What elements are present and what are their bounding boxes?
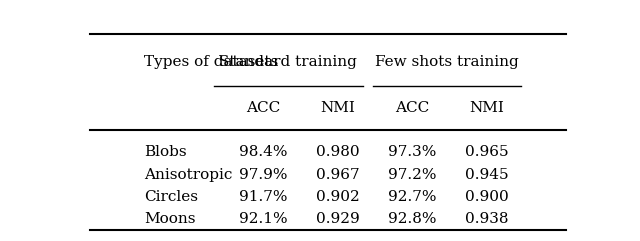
Text: 98.4%: 98.4% — [239, 145, 288, 159]
Text: 0.965: 0.965 — [465, 145, 509, 159]
Text: 0.945: 0.945 — [465, 167, 509, 181]
Text: 92.8%: 92.8% — [388, 212, 436, 226]
Text: ACC: ACC — [246, 101, 281, 115]
Text: NMI: NMI — [321, 101, 355, 115]
Text: 0.929: 0.929 — [316, 212, 360, 226]
Text: 92.1%: 92.1% — [239, 212, 288, 226]
Text: 92.7%: 92.7% — [388, 190, 436, 204]
Text: 0.980: 0.980 — [316, 145, 360, 159]
Text: Types of datasets: Types of datasets — [145, 55, 279, 69]
Text: 97.2%: 97.2% — [388, 167, 436, 181]
Text: 97.3%: 97.3% — [388, 145, 436, 159]
Text: Blobs: Blobs — [145, 145, 187, 159]
Text: Anisotropic: Anisotropic — [145, 167, 233, 181]
Text: Standard training: Standard training — [220, 55, 357, 69]
Text: 0.938: 0.938 — [465, 212, 508, 226]
Text: 0.902: 0.902 — [316, 190, 360, 204]
Text: 97.9%: 97.9% — [239, 167, 288, 181]
Text: 0.967: 0.967 — [316, 167, 360, 181]
Text: 0.900: 0.900 — [465, 190, 509, 204]
Text: NMI: NMI — [469, 101, 504, 115]
Text: ACC: ACC — [395, 101, 429, 115]
Text: 91.7%: 91.7% — [239, 190, 288, 204]
Text: Moons: Moons — [145, 212, 196, 226]
Text: Circles: Circles — [145, 190, 198, 204]
Text: Few shots training: Few shots training — [375, 55, 519, 69]
